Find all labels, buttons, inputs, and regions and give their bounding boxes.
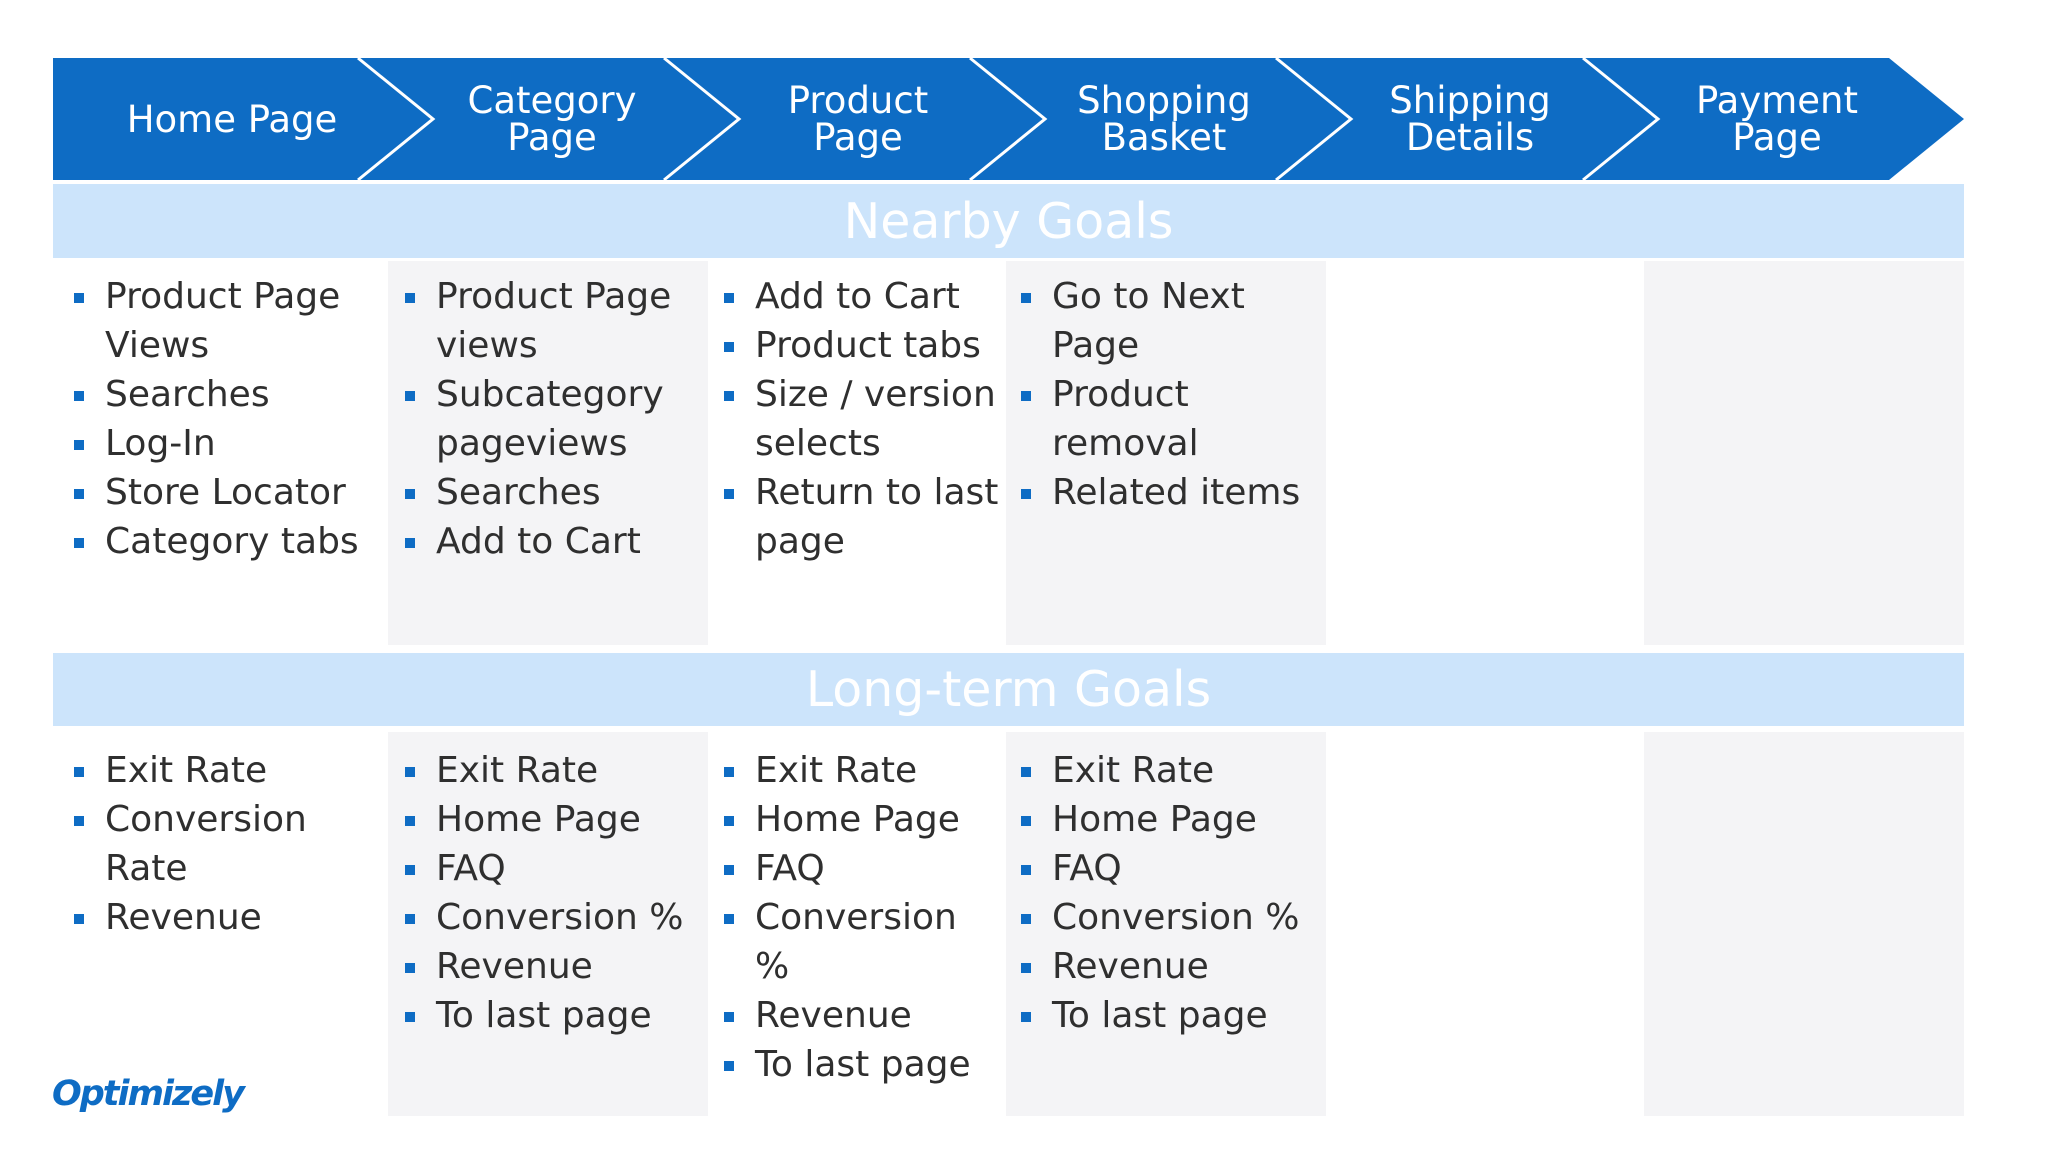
goal-item: Store Locator — [74, 468, 382, 517]
chevron-separator — [1582, 56, 1661, 182]
longterm-goal-list: Exit Rate Home Page FAQ Conversion % Revenue… — [405, 746, 702, 1040]
optimizely-logo: Optimizely — [52, 1074, 245, 1114]
goal-item: Product Page Views — [74, 272, 382, 370]
longterm-goal-list: Exit Rate Conversion Rate Revenue — [74, 746, 382, 942]
goal-item: To last page — [724, 1040, 1000, 1089]
column-shade — [388, 261, 708, 645]
nearby-goal-list: Go to Next Page Product removal Related it… — [1021, 272, 1320, 517]
goal-item: Searches — [74, 370, 382, 419]
goal-item: Conversion % — [724, 893, 1000, 991]
goal-item: Revenue — [1021, 942, 1320, 991]
column-shade — [1644, 261, 1964, 645]
goal-item: Add to Cart — [405, 517, 702, 566]
funnel-bar — [53, 58, 1964, 180]
goal-item: Home Page — [1021, 795, 1320, 844]
goal-item: To last page — [1021, 991, 1320, 1040]
funnel-step-label: Home Page — [126, 97, 338, 141]
column-shade — [388, 732, 708, 1116]
goal-item: Revenue — [724, 991, 1000, 1040]
goal-item: Subcategory pageviews — [405, 370, 702, 468]
goal-item: Go to Next Page — [1021, 272, 1320, 370]
goal-item: FAQ — [1021, 844, 1320, 893]
goal-item: Exit Rate — [1021, 746, 1320, 795]
goal-item: Product removal — [1021, 370, 1320, 468]
nearby-goal-list: Product Page views Subcategory pageviews S… — [405, 272, 702, 566]
nearby-goals-title: Nearby Goals — [843, 192, 1174, 250]
column-shade — [1006, 261, 1326, 645]
funnel-step-label: Product Page — [787, 79, 929, 159]
goal-item: Return to last page — [724, 468, 1000, 566]
goal-item: Category tabs — [74, 517, 382, 566]
goal-item: FAQ — [724, 844, 1000, 893]
goal-item: Home Page — [405, 795, 702, 844]
nearby-goal-list: Add to Cart Product tabs Size / version se… — [724, 272, 1000, 566]
chevron-separator — [357, 56, 436, 182]
goal-item: Add to Cart — [724, 272, 1000, 321]
goal-item: Conversion Rate — [74, 795, 382, 893]
goal-item: Product tabs — [724, 321, 1000, 370]
goal-item: To last page — [405, 991, 702, 1040]
goal-item: FAQ — [405, 844, 702, 893]
funnel-step-label: Shopping Basket — [1077, 79, 1251, 159]
longterm-goals-title: Long-term Goals — [805, 661, 1212, 718]
goal-item: Log-In — [74, 419, 382, 468]
longterm-goal-list: Exit Rate Home Page FAQ Conversion % Revenue… — [1021, 746, 1320, 1040]
longterm-goal-list: Exit Rate Home Page FAQ Conversion % Revenue… — [724, 746, 1000, 1089]
funnel-step-label: Shipping Details — [1389, 79, 1551, 159]
goal-item: Revenue — [405, 942, 702, 991]
nearby-goal-list: Product Page Views Searches Log-In Store Lo… — [74, 272, 382, 566]
funnel-step-label: Payment Page — [1696, 79, 1858, 159]
goal-item: Home Page — [724, 795, 1000, 844]
chevron-separator — [663, 56, 742, 182]
column-shade — [1006, 732, 1326, 1116]
goal-item: Exit Rate — [74, 746, 382, 795]
goal-item: Searches — [405, 468, 702, 517]
funnel-step-label: Category Page — [467, 79, 637, 159]
goal-item: Exit Rate — [724, 746, 1000, 795]
column-shade — [1644, 732, 1964, 1116]
goal-item: Revenue — [74, 893, 382, 942]
goal-item: Exit Rate — [405, 746, 702, 795]
goal-item: Conversion % — [405, 893, 702, 942]
longterm-goals-band: Long-term Goals — [53, 653, 1964, 726]
nearby-goals-band: Nearby Goals — [53, 184, 1964, 258]
goal-item: Conversion % — [1021, 893, 1320, 942]
chevron-separator — [1275, 56, 1354, 182]
goal-item: Related items — [1021, 468, 1320, 517]
chevron-separator — [969, 56, 1048, 182]
goal-item: Size / version selects — [724, 370, 1000, 468]
funnel-chevrons — [53, 56, 1964, 182]
logo-text: Optimizely — [52, 1074, 245, 1114]
goal-item: Product Page views — [405, 272, 702, 370]
